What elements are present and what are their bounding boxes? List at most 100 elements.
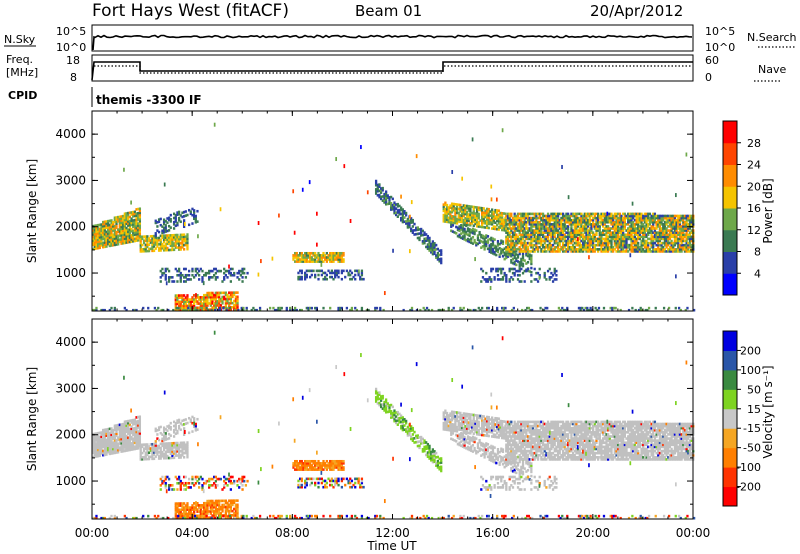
power-cell <box>538 223 541 226</box>
power-cell <box>657 245 660 249</box>
power-cell <box>236 297 239 301</box>
power-cell <box>521 308 524 312</box>
velocity-cell <box>176 445 179 449</box>
power-cell <box>576 241 580 245</box>
velocity-cell <box>118 438 121 441</box>
power-cell <box>113 218 116 222</box>
power-cell <box>622 235 625 239</box>
power-cell <box>637 250 640 253</box>
velocity-cell <box>112 437 115 440</box>
power-cell <box>678 225 682 228</box>
power-cell <box>607 227 610 230</box>
power-cell <box>566 225 570 228</box>
power-cell <box>548 250 551 253</box>
power-cell <box>480 246 483 249</box>
power-cell <box>688 245 692 249</box>
power-cell <box>591 245 595 249</box>
power-cell <box>95 238 98 242</box>
power-cell <box>172 227 176 230</box>
power-cell <box>511 248 515 251</box>
power-cell <box>508 218 511 222</box>
power-cell <box>590 229 593 232</box>
power-cell <box>564 308 567 312</box>
power-cell <box>115 239 118 242</box>
power-cell <box>472 216 475 219</box>
power-cell <box>233 291 236 294</box>
power-cell <box>193 302 196 305</box>
power-cell <box>528 223 531 226</box>
power-cell <box>132 235 135 239</box>
velocity-cell <box>108 452 111 456</box>
velocity-cell <box>128 423 131 427</box>
velocity-cell <box>115 430 118 434</box>
power-cell <box>627 308 631 312</box>
power-cell <box>657 248 660 251</box>
power-cell <box>652 212 655 216</box>
power-cell <box>424 308 427 312</box>
power-cell <box>556 223 560 226</box>
power-cell <box>563 229 566 232</box>
power-cell <box>615 214 618 218</box>
power-cell <box>224 293 227 297</box>
power-cell <box>405 222 408 225</box>
power-cell <box>546 306 549 310</box>
power-cell <box>499 226 502 229</box>
power-cell <box>548 218 551 222</box>
power-cell <box>531 237 535 241</box>
power-cell <box>560 212 563 216</box>
power-cell <box>474 214 477 217</box>
power-cell <box>615 245 618 249</box>
power-cell <box>525 235 528 239</box>
power-cell <box>459 203 462 207</box>
velocity-cell <box>179 479 182 483</box>
power-cell <box>159 280 162 283</box>
power-cell <box>550 223 553 226</box>
power-cell <box>477 208 480 212</box>
power-cell <box>494 225 497 229</box>
power-cell <box>580 243 583 247</box>
power-cell <box>477 214 480 218</box>
power-cell <box>137 236 140 240</box>
power-cell <box>396 215 399 218</box>
power-cell <box>92 308 95 312</box>
power-cell <box>655 225 658 228</box>
power-cell <box>648 223 652 226</box>
power-cell <box>408 225 411 229</box>
power-cell <box>159 234 162 238</box>
power-cell <box>317 277 320 281</box>
velocity-cell <box>123 437 126 440</box>
power-cell <box>607 225 610 228</box>
power-cell <box>521 258 525 262</box>
power-heatmap-cells <box>92 122 696 312</box>
power-cell <box>648 229 652 232</box>
power-cell <box>92 237 95 240</box>
power-cell <box>503 273 506 277</box>
power-cell <box>475 214 479 218</box>
power-cell <box>203 304 206 307</box>
power-cell <box>474 216 477 219</box>
power-cell <box>530 235 533 239</box>
power-cell <box>488 278 491 281</box>
power-cell <box>526 306 529 310</box>
power-cell <box>535 235 538 239</box>
power-cell <box>622 212 625 216</box>
power-cell <box>147 239 151 242</box>
power-cell <box>595 239 598 243</box>
power-cell <box>610 241 613 245</box>
power-cell <box>513 220 516 224</box>
noise-tick-top-right: 10^5 <box>705 25 735 38</box>
power-cell <box>675 225 678 228</box>
power-cell <box>603 241 606 245</box>
power-cell <box>506 218 510 222</box>
power-cell <box>551 250 555 253</box>
velocity-cell <box>130 421 133 424</box>
power-cell <box>570 225 573 228</box>
power-cell <box>586 306 589 310</box>
power-cell <box>635 223 638 226</box>
power-cell <box>299 258 302 261</box>
power-cell <box>490 236 493 240</box>
velocity-cell <box>123 449 126 453</box>
noise-tick-top-left: 10^5 <box>56 25 86 38</box>
power-cell <box>179 246 182 249</box>
velocity-cell <box>159 442 162 446</box>
